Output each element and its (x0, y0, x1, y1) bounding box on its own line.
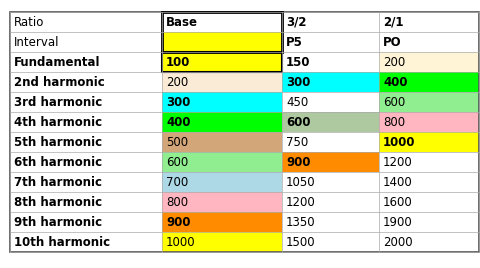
Bar (282, 132, 379, 152)
Bar (162, 52, 282, 72)
Bar (10, 192, 162, 212)
Bar (162, 12, 282, 52)
Text: 900: 900 (166, 215, 191, 229)
Bar (282, 52, 379, 72)
Text: 100: 100 (166, 55, 191, 69)
Text: 7th harmonic: 7th harmonic (14, 176, 102, 188)
Text: PO: PO (383, 35, 402, 49)
Bar (10, 212, 162, 232)
Text: 800: 800 (166, 195, 188, 209)
Bar (282, 152, 379, 172)
Text: 300: 300 (286, 76, 311, 88)
Bar (10, 32, 162, 52)
Bar (10, 52, 162, 72)
Text: Base: Base (166, 16, 198, 28)
Text: 450: 450 (286, 95, 308, 109)
Bar (282, 232, 379, 252)
Bar (379, 32, 479, 52)
Bar (379, 132, 479, 152)
Bar (282, 32, 379, 52)
Bar (379, 112, 479, 132)
Text: 700: 700 (166, 176, 188, 188)
Text: 900: 900 (286, 155, 311, 169)
Bar (10, 172, 162, 192)
Bar (10, 132, 162, 152)
Text: 1200: 1200 (383, 155, 413, 169)
Text: 1600: 1600 (383, 195, 413, 209)
Bar (10, 12, 162, 32)
Bar (162, 12, 282, 32)
Text: 750: 750 (286, 136, 308, 148)
Bar (10, 92, 162, 112)
Bar (162, 112, 282, 132)
Bar (282, 72, 379, 92)
Bar (379, 152, 479, 172)
Bar (10, 152, 162, 172)
Bar (162, 52, 282, 72)
Text: Ratio: Ratio (14, 16, 44, 28)
Text: 400: 400 (383, 76, 408, 88)
Text: 10th harmonic: 10th harmonic (14, 236, 110, 248)
Bar (379, 172, 479, 192)
Text: 500: 500 (166, 136, 188, 148)
Bar (10, 112, 162, 132)
Bar (162, 172, 282, 192)
Text: 800: 800 (383, 116, 405, 128)
Bar (162, 152, 282, 172)
Text: 1200: 1200 (286, 195, 316, 209)
Text: 4th harmonic: 4th harmonic (14, 116, 102, 128)
Text: 1500: 1500 (286, 236, 316, 248)
Text: 3rd harmonic: 3rd harmonic (14, 95, 102, 109)
Text: 1000: 1000 (166, 236, 196, 248)
Bar (162, 72, 282, 92)
Text: 3/2: 3/2 (286, 16, 307, 28)
Bar (379, 192, 479, 212)
Text: 1400: 1400 (383, 176, 413, 188)
Text: 300: 300 (166, 95, 191, 109)
Text: 2000: 2000 (383, 236, 413, 248)
Bar (162, 232, 282, 252)
Bar (162, 192, 282, 212)
Bar (282, 112, 379, 132)
Bar (10, 12, 479, 252)
Bar (282, 12, 379, 32)
Bar (162, 32, 282, 52)
Bar (379, 232, 479, 252)
Text: P5: P5 (286, 35, 303, 49)
Bar (379, 72, 479, 92)
Text: 1350: 1350 (286, 215, 316, 229)
Text: 1050: 1050 (286, 176, 316, 188)
Bar (162, 212, 282, 232)
Text: 600: 600 (166, 155, 188, 169)
Bar (379, 12, 479, 32)
Text: 2nd harmonic: 2nd harmonic (14, 76, 105, 88)
Bar (379, 92, 479, 112)
Text: Fundamental: Fundamental (14, 55, 100, 69)
Bar (10, 232, 162, 252)
Bar (379, 52, 479, 72)
Text: 1000: 1000 (383, 136, 416, 148)
Bar (282, 92, 379, 112)
Bar (162, 92, 282, 112)
Text: 150: 150 (286, 55, 311, 69)
Text: 200: 200 (166, 76, 188, 88)
Bar (282, 172, 379, 192)
Text: 1900: 1900 (383, 215, 413, 229)
Text: 600: 600 (286, 116, 311, 128)
Text: 8th harmonic: 8th harmonic (14, 195, 102, 209)
Bar (282, 212, 379, 232)
Text: 6th harmonic: 6th harmonic (14, 155, 102, 169)
Text: 9th harmonic: 9th harmonic (14, 215, 102, 229)
Bar (282, 192, 379, 212)
Text: 600: 600 (383, 95, 405, 109)
Text: 2/1: 2/1 (383, 16, 404, 28)
Bar (379, 212, 479, 232)
Bar (10, 72, 162, 92)
Bar (162, 132, 282, 152)
Text: 400: 400 (166, 116, 191, 128)
Text: Interval: Interval (14, 35, 60, 49)
Text: 200: 200 (383, 55, 405, 69)
Text: 5th harmonic: 5th harmonic (14, 136, 102, 148)
